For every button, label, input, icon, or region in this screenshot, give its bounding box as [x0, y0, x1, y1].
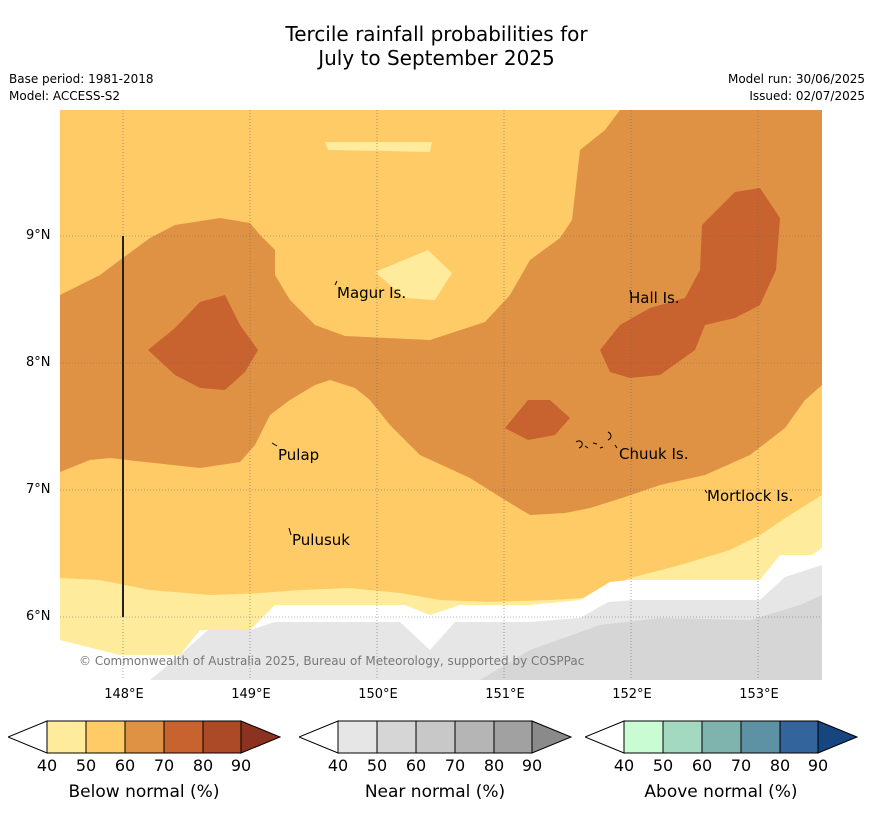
- legend-above-bin-60-70: [701, 720, 742, 754]
- legend-near-title: Near normal (%): [364, 782, 506, 802]
- lat-label-6n: 6°N: [26, 609, 51, 624]
- legend-near-tick: 80: [483, 756, 505, 775]
- region-below-40-50-top: [325, 142, 432, 152]
- lon-label-149e: 149°E: [231, 687, 271, 702]
- legend-above-tick: 40: [613, 756, 635, 775]
- legend-above-tick: 60: [691, 756, 713, 775]
- legend-below-tick: 90: [230, 756, 252, 775]
- region-below-70-80-chuuk: [505, 400, 570, 440]
- legend-near-tick: 90: [521, 756, 543, 775]
- lon-label-151e: 151°E: [485, 687, 525, 702]
- title-line-2: July to September 2025: [318, 46, 555, 70]
- legend-above-high-arrow: [817, 720, 859, 754]
- legend-above-bin-70-80: [740, 720, 781, 754]
- legend-near-tick: 40: [327, 756, 349, 775]
- legend-near-bin-60-70: [415, 720, 456, 754]
- legend-above-colorbar: [585, 720, 859, 754]
- island-marks: [271, 280, 708, 536]
- place-pulap: Pulap: [278, 446, 320, 464]
- legend-near-bin-70-80: [454, 720, 495, 754]
- place-chuuk: Chuuk Is.: [619, 445, 689, 463]
- legend-near-bin-80-90: [493, 720, 533, 754]
- legend-above-bin-50-60: [662, 720, 703, 754]
- base-period: Base period: 1981-2018: [9, 72, 154, 86]
- lat-label-7n: 7°N: [26, 482, 51, 497]
- model-name: Model: ACCESS-S2: [9, 89, 121, 103]
- region-below-70-80-east: [600, 188, 780, 378]
- legend-near-low-arrow: [299, 720, 339, 754]
- region-near-50-60: [480, 595, 822, 680]
- lat-label-8n: 8°N: [26, 355, 51, 370]
- legend-below-low-arrow: [8, 720, 48, 754]
- legend-above-bin-80-90: [779, 720, 819, 754]
- lon-label-152e: 152°E: [612, 687, 652, 702]
- legend-above-tick: 80: [769, 756, 791, 775]
- legend-above-bin-40-50: [623, 720, 664, 754]
- legend-below-bin-60-70: [124, 720, 165, 754]
- legend-below-bin-50-60: [85, 720, 126, 754]
- legend-below-tick: 40: [36, 756, 58, 775]
- legend-below-bin-40-50: [46, 720, 87, 754]
- lon-label-148e: 148°E: [104, 687, 144, 702]
- place-mortlock: Mortlock Is.: [707, 487, 794, 505]
- map-title: Tercile rainfall probabilities for July …: [0, 22, 873, 70]
- lat-label-9n: 9°N: [26, 228, 51, 243]
- legend-above-tick: 70: [730, 756, 752, 775]
- legend-above-tick: 50: [652, 756, 674, 775]
- legend-below-colorbar: [8, 720, 282, 754]
- legend-above-tick: 90: [807, 756, 829, 775]
- region-below-70-80-west: [148, 295, 258, 390]
- legend-near-tick: 50: [366, 756, 388, 775]
- legend-near-high-arrow: [531, 720, 573, 754]
- meta-right: Model run: 30/06/2025 Issued: 02/07/2025: [728, 71, 865, 105]
- legend-below-tick: 60: [114, 756, 136, 775]
- legend-below-bin-70-80: [163, 720, 204, 754]
- place-magur: Magur Is.: [337, 284, 407, 302]
- legend-below-title: Below normal (%): [68, 782, 220, 802]
- copyright-credit: © Commonwealth of Australia 2025, Bureau…: [79, 654, 585, 668]
- place-pulusuk: Pulusuk: [292, 531, 350, 549]
- issued-date: Issued: 02/07/2025: [749, 89, 865, 103]
- model-run: Model run: 30/06/2025: [727, 72, 865, 86]
- legend-near-tick: 70: [444, 756, 466, 775]
- region-below-40-50-inner: [375, 250, 452, 300]
- lon-label-150e: 150°E: [358, 687, 398, 702]
- legend-below-bin-80-90: [202, 720, 242, 754]
- legend-near-bin-50-60: [376, 720, 417, 754]
- lon-label-153e: 153°E: [739, 687, 779, 702]
- meta-left: Base period: 1981-2018 Model: ACCESS-S2: [9, 71, 154, 105]
- legend-below-tick: 80: [192, 756, 214, 775]
- region-below-60-70: [60, 110, 822, 515]
- probability-map: [60, 110, 822, 680]
- legend-near-bin-40-50: [337, 720, 378, 754]
- legend-above-low-arrow: [585, 720, 625, 754]
- place-hall: Hall Is.: [629, 289, 680, 307]
- title-line-1: Tercile rainfall probabilities for: [285, 22, 588, 46]
- legend-near-colorbar: [299, 720, 573, 754]
- legend-above-title: Above normal (%): [644, 782, 798, 802]
- legend-near-tick: 60: [405, 756, 427, 775]
- legend-below-high-arrow: [240, 720, 282, 754]
- legend-below-tick: 70: [153, 756, 175, 775]
- legend-below-tick: 50: [75, 756, 97, 775]
